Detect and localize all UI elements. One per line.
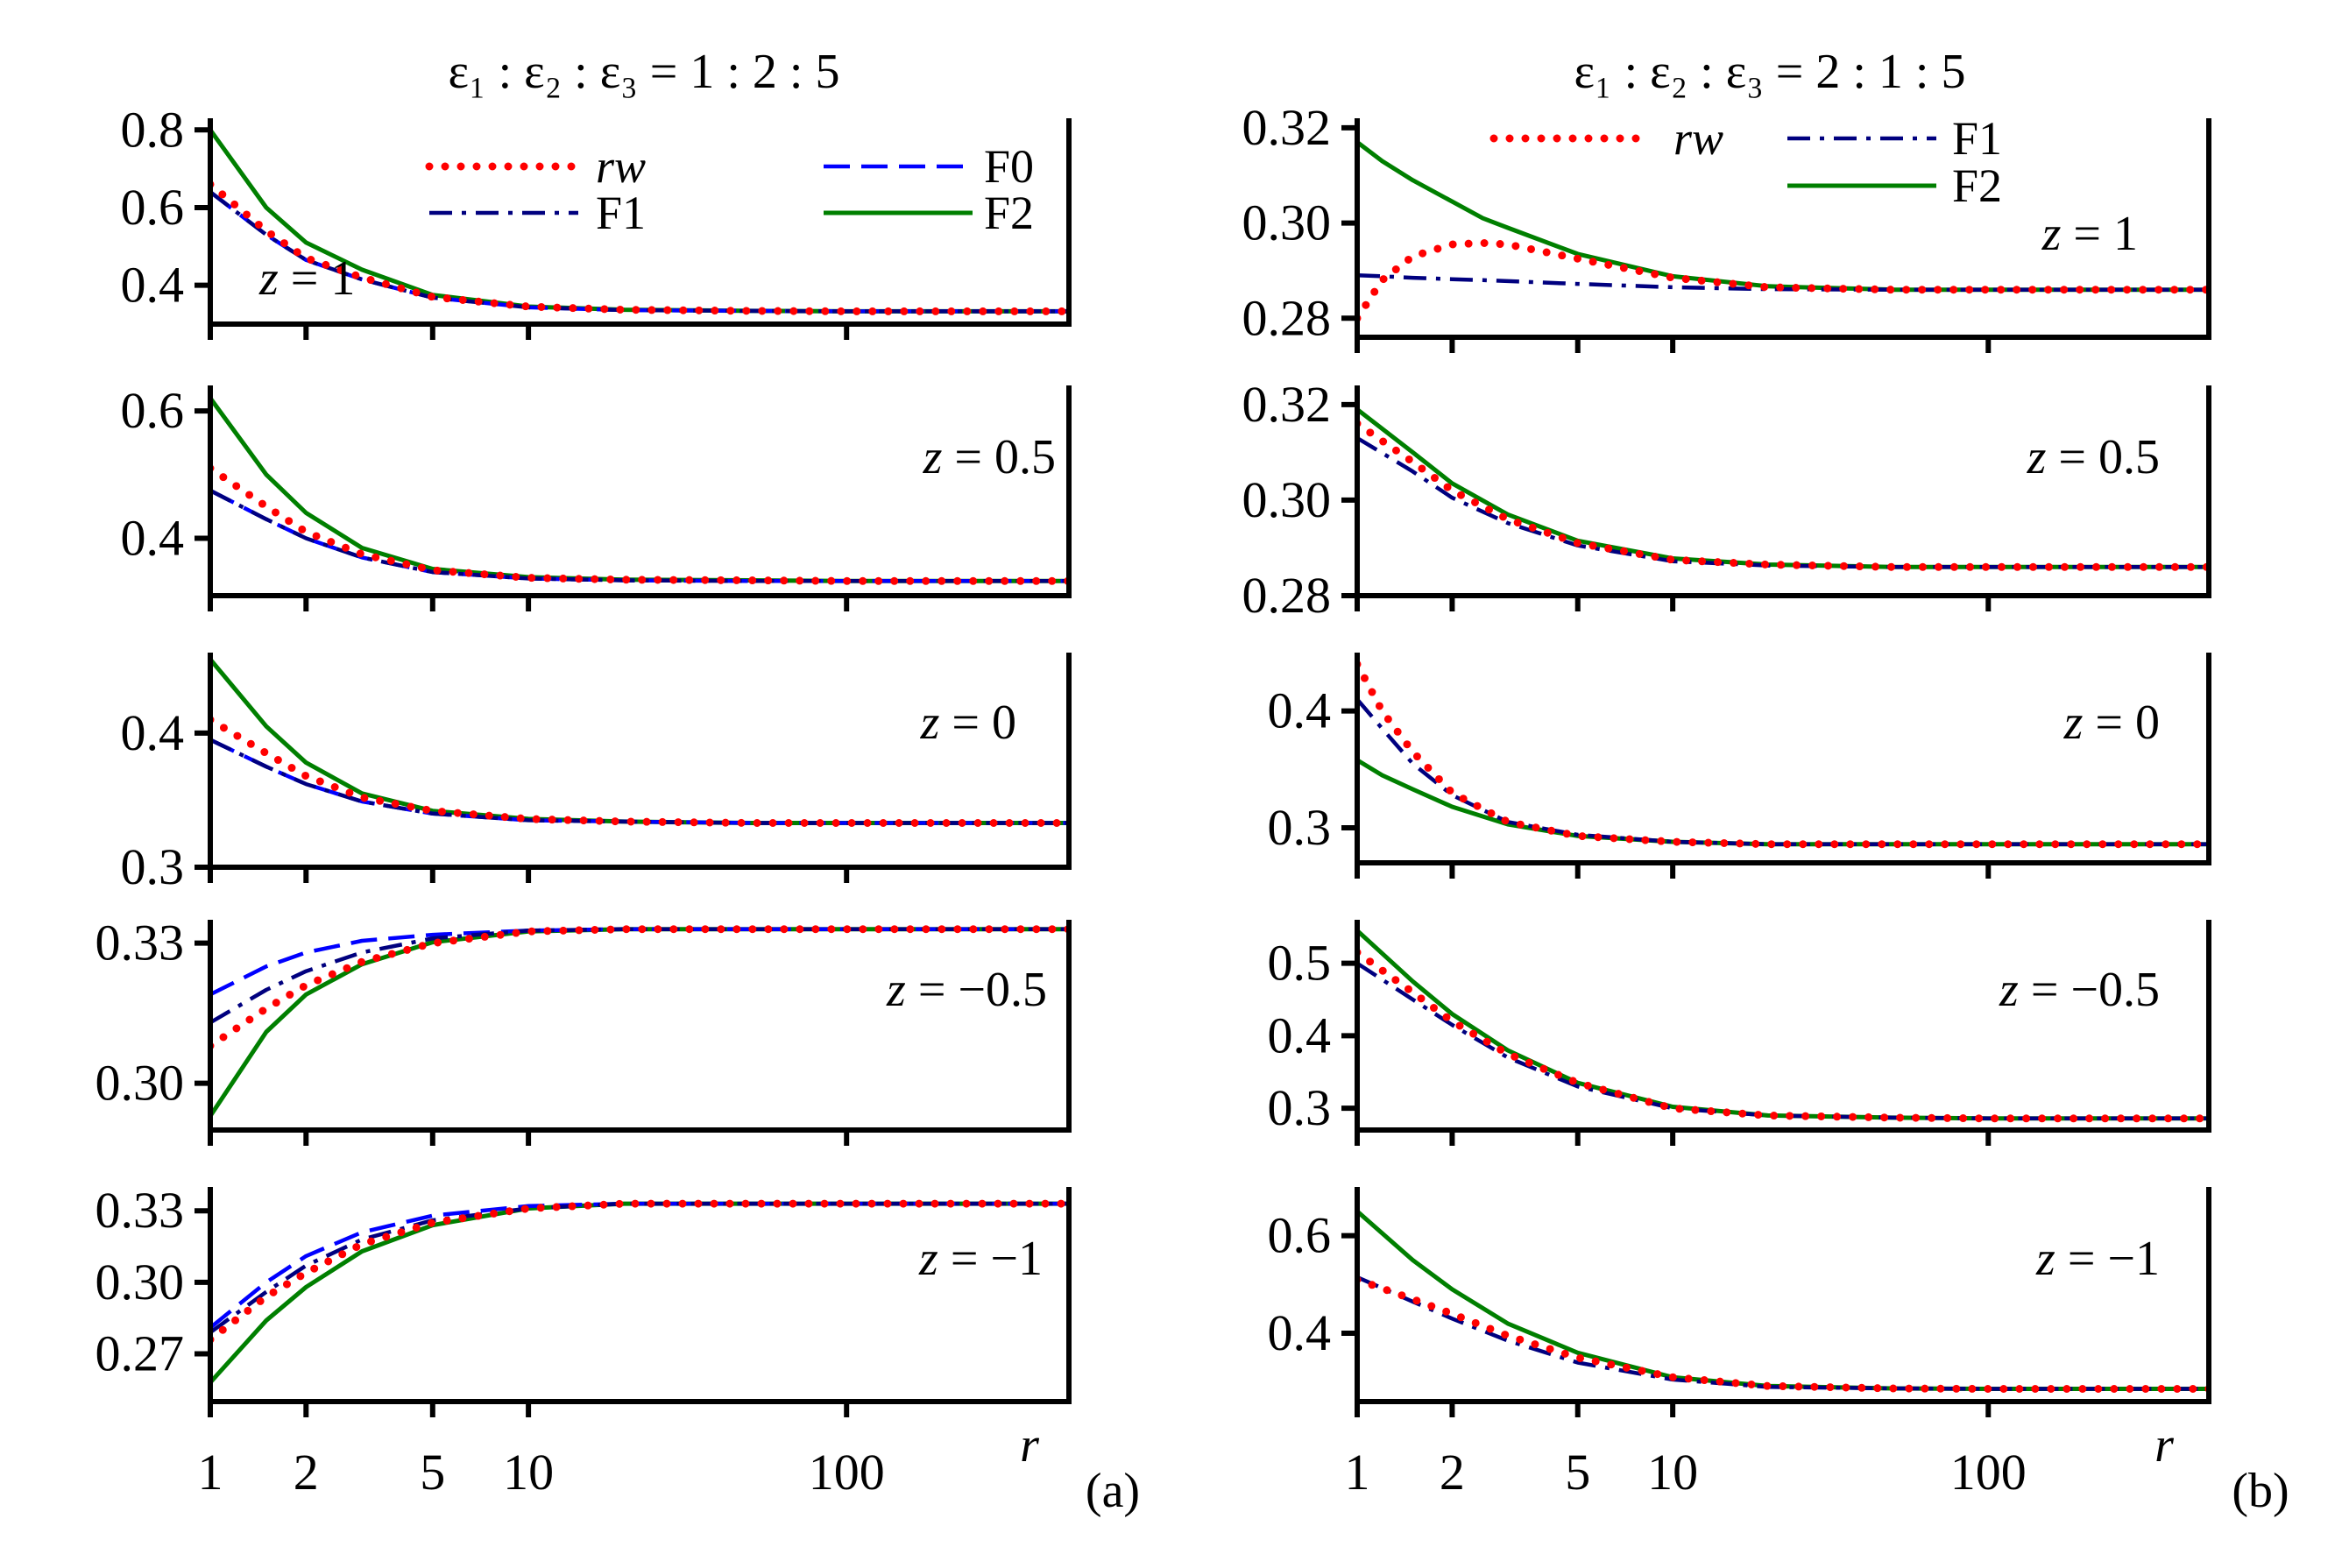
series-line-rw: [1357, 948, 2209, 1123]
series-line-rw: [210, 925, 1069, 1050]
series-line-rw: [1357, 238, 2209, 322]
subplot-annotation: z = −1: [918, 1232, 1043, 1286]
series-line-rw: [1357, 1275, 2209, 1393]
x-tick-label: 1: [198, 1444, 223, 1501]
y-tick-label: 0.4: [1268, 1006, 1332, 1063]
legend-label-f2: F2: [1952, 159, 2002, 212]
x-axis-label: r: [1020, 1418, 1039, 1473]
series-line-rw: [210, 1199, 1069, 1344]
y-tick-label: 0.30: [96, 1055, 185, 1112]
legend: rw F0 F1 F2: [425, 140, 1034, 239]
x-tick-label: 10: [503, 1444, 554, 1501]
series-line-rw: [210, 464, 1069, 585]
legend-label-rw: rw: [596, 140, 646, 193]
x-axis-label: r: [2154, 1418, 2174, 1473]
y-tick-label: 0.3: [1268, 1079, 1332, 1136]
subplot: 0.27 0.30 0.33 z = −1: [96, 1182, 1072, 1417]
subplot-annotation: z = 0.5: [2027, 430, 2160, 484]
y-tick-label: 0.6: [1268, 1207, 1332, 1264]
series-line-f2: [1357, 929, 2209, 1121]
y-tick-label: 0.30: [1242, 471, 1332, 528]
y-tick-label: 0.4: [121, 257, 185, 314]
legend-label-f1: F1: [1952, 112, 2002, 165]
subplot: 0.4 0.6 0.8 z = 1: [121, 101, 1072, 340]
x-tick-label: 2: [294, 1444, 319, 1501]
y-tick-label: 0.33: [96, 1182, 185, 1239]
y-tick-label: 0.6: [121, 382, 185, 439]
panel-title: ε₁ : ε₂ : ε₃ = 2 : 1 : 5: [1574, 45, 1966, 99]
subplot: 0.3 0.4 z = 0: [1268, 653, 2211, 879]
series-line-rw: [210, 180, 1069, 315]
y-tick-label: 0.5: [1268, 935, 1332, 992]
y-tick-label: 0.30: [1242, 194, 1332, 251]
y-tick-label: 0.32: [1242, 376, 1332, 433]
y-tick-label: 0.32: [1242, 99, 1332, 156]
series-line-f2: [210, 397, 1069, 583]
legend-label-f0: F0: [984, 140, 1034, 193]
series-line-f1: [1357, 273, 2209, 292]
subplot-annotation: z = 1: [258, 251, 355, 306]
y-tick-label: 0.28: [1242, 567, 1332, 624]
y-tick-label: 0.8: [121, 101, 185, 158]
y-tick-label: 0.4: [1268, 1304, 1332, 1361]
y-tick-label: 0.3: [121, 838, 185, 895]
subplot: 0.4 0.6 z = −1: [1268, 1187, 2211, 1417]
subplot-annotation: z = −0.5: [1999, 963, 2160, 1017]
subplot-annotation: z = 0.5: [923, 430, 1056, 484]
subplot-annotation: z = 0: [2063, 696, 2160, 750]
y-tick-label: 0.27: [96, 1325, 185, 1382]
series-line-rw: [1357, 420, 2209, 571]
series-line-f1: [210, 738, 1069, 825]
subplot: 0.3 0.4 z = 0: [121, 653, 1072, 895]
series-line-f2: [210, 1201, 1069, 1384]
series-line-f1: [1357, 697, 2209, 846]
subplot: 0.3 0.4 0.5 z = −0.5: [1268, 920, 2211, 1146]
legend-label-rw: rw: [1673, 112, 1723, 165]
panel-title: ε₁ : ε₂ : ε₃ = 1 : 2 : 5: [449, 45, 840, 99]
y-tick-label: 0.6: [121, 179, 185, 236]
y-tick-label: 0.33: [96, 915, 185, 971]
series-line-f2: [210, 927, 1069, 1118]
y-tick-label: 0.3: [1268, 799, 1332, 856]
y-tick-label: 0.4: [121, 704, 185, 761]
subplot: 0.4 0.6 z = 0.5: [121, 382, 1072, 611]
x-tick-label: 100: [1950, 1444, 2027, 1501]
series-line-f1: [1357, 1275, 2209, 1391]
subplot-annotation: z = −0.5: [886, 963, 1047, 1017]
series-line-f1: [1357, 961, 2209, 1121]
y-tick-label: 0.4: [121, 510, 185, 567]
y-tick-label: 0.28: [1242, 289, 1332, 346]
y-tick-label: 0.30: [96, 1254, 185, 1310]
x-tick-label: 10: [1647, 1444, 1698, 1501]
legend-label-f1: F1: [596, 187, 646, 239]
series-line-f2: [1357, 758, 2209, 847]
subplot: 0.28 0.30 0.32 z = 1: [1242, 99, 2211, 353]
subplot-annotation: z = 0: [920, 696, 1016, 750]
legend-label-f2: F2: [984, 187, 1034, 239]
subplot: 0.28 0.30 0.32 z = 0.5: [1242, 376, 2211, 624]
x-tick-label: 5: [420, 1444, 445, 1501]
panel-label: (b): [2232, 1464, 2289, 1518]
subplot-annotation: z = 1: [2041, 207, 2138, 261]
y-tick-label: 0.4: [1268, 682, 1332, 739]
panel-label: (a): [1086, 1464, 1140, 1518]
subplot-annotation: z = −1: [2035, 1232, 2160, 1286]
series-line-f2: [210, 658, 1069, 825]
x-tick-label: 100: [809, 1444, 885, 1501]
x-tick-label: 5: [1565, 1444, 1590, 1501]
subplot: 0.30 0.33 z = −0.5: [96, 915, 1072, 1146]
x-tick-label: 2: [1440, 1444, 1465, 1501]
x-tick-label: 1: [1345, 1444, 1370, 1501]
